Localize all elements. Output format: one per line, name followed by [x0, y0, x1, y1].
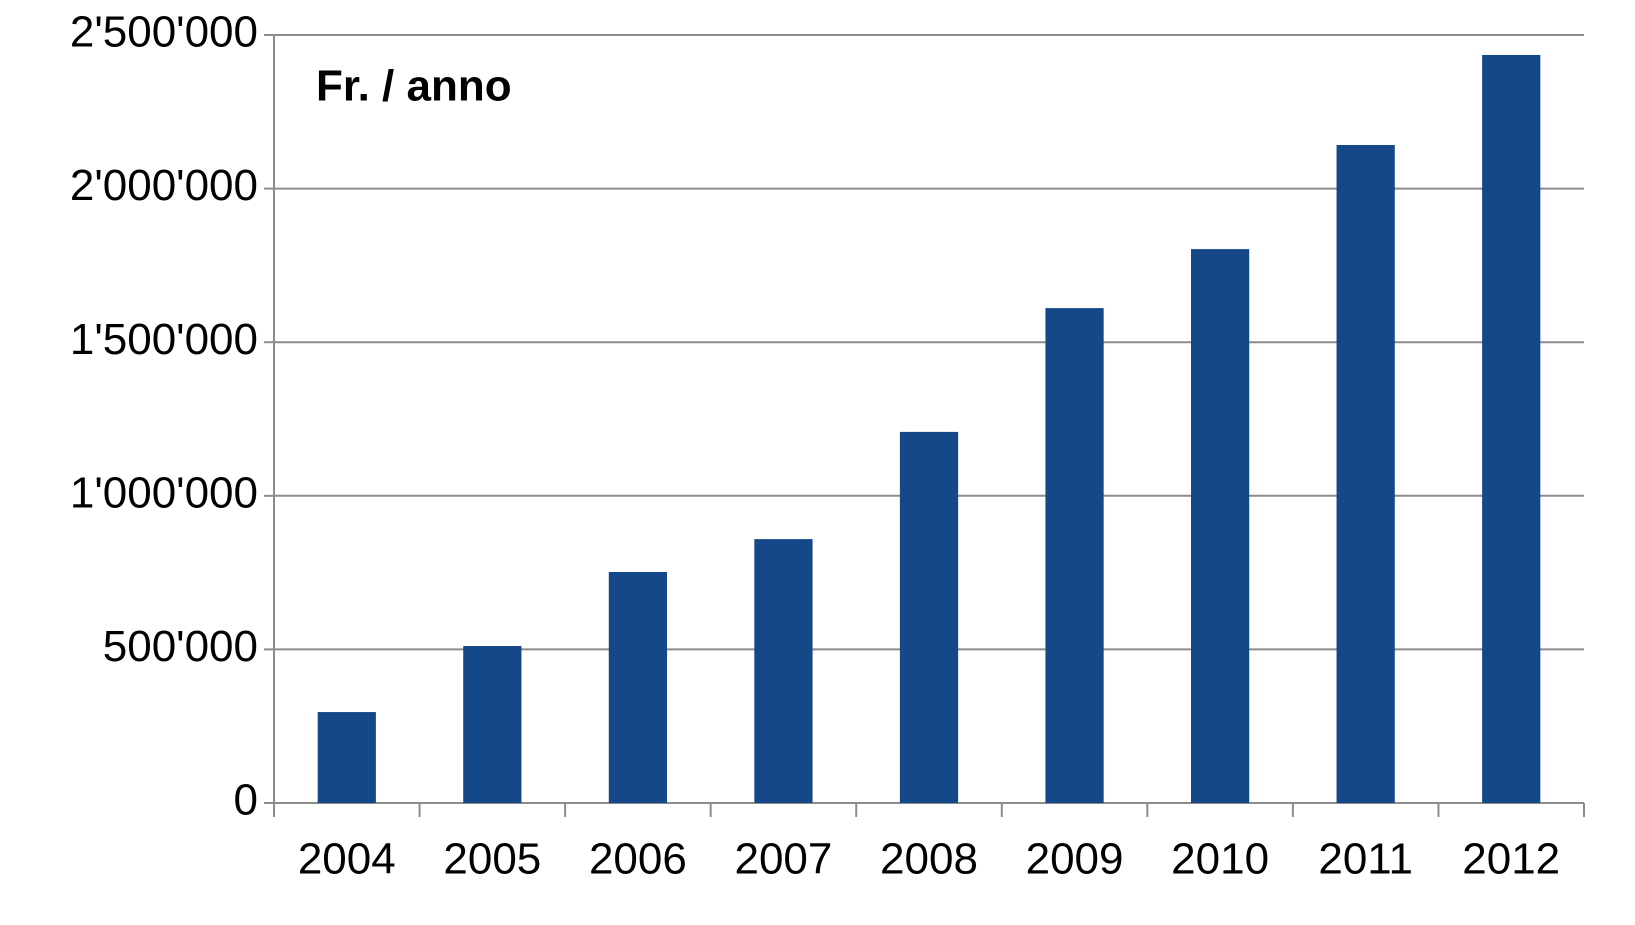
bar [1336, 144, 1395, 803]
y-tick-label: 500'000 [103, 622, 258, 671]
x-tick-label: 2006 [589, 835, 687, 884]
x-tick-label: 2009 [1026, 835, 1124, 884]
bar [899, 431, 959, 803]
x-tick-label: 2010 [1171, 835, 1269, 884]
x-tick-label: 2012 [1462, 835, 1560, 884]
bar [1482, 54, 1541, 803]
bar [608, 571, 667, 803]
bar [1191, 249, 1250, 803]
x-tick-label: 2005 [443, 835, 541, 884]
bar [317, 712, 376, 803]
y-tick-label: 2'500'000 [70, 8, 258, 57]
bar [463, 646, 522, 803]
x-tick-label: 2008 [880, 835, 978, 884]
x-tick-label: 2007 [734, 835, 832, 884]
bar [754, 539, 813, 803]
x-tick-label: 2004 [298, 835, 396, 884]
y-tick-label: 0 [234, 776, 258, 825]
y-tick-label: 1'500'000 [70, 315, 258, 364]
bar [1045, 308, 1104, 803]
y-tick-label: 2'000'000 [70, 161, 258, 210]
annotation: Fr. / anno [316, 62, 512, 111]
x-tick-label: 2011 [1318, 835, 1413, 884]
y-tick-label: 1'000'000 [70, 468, 258, 517]
